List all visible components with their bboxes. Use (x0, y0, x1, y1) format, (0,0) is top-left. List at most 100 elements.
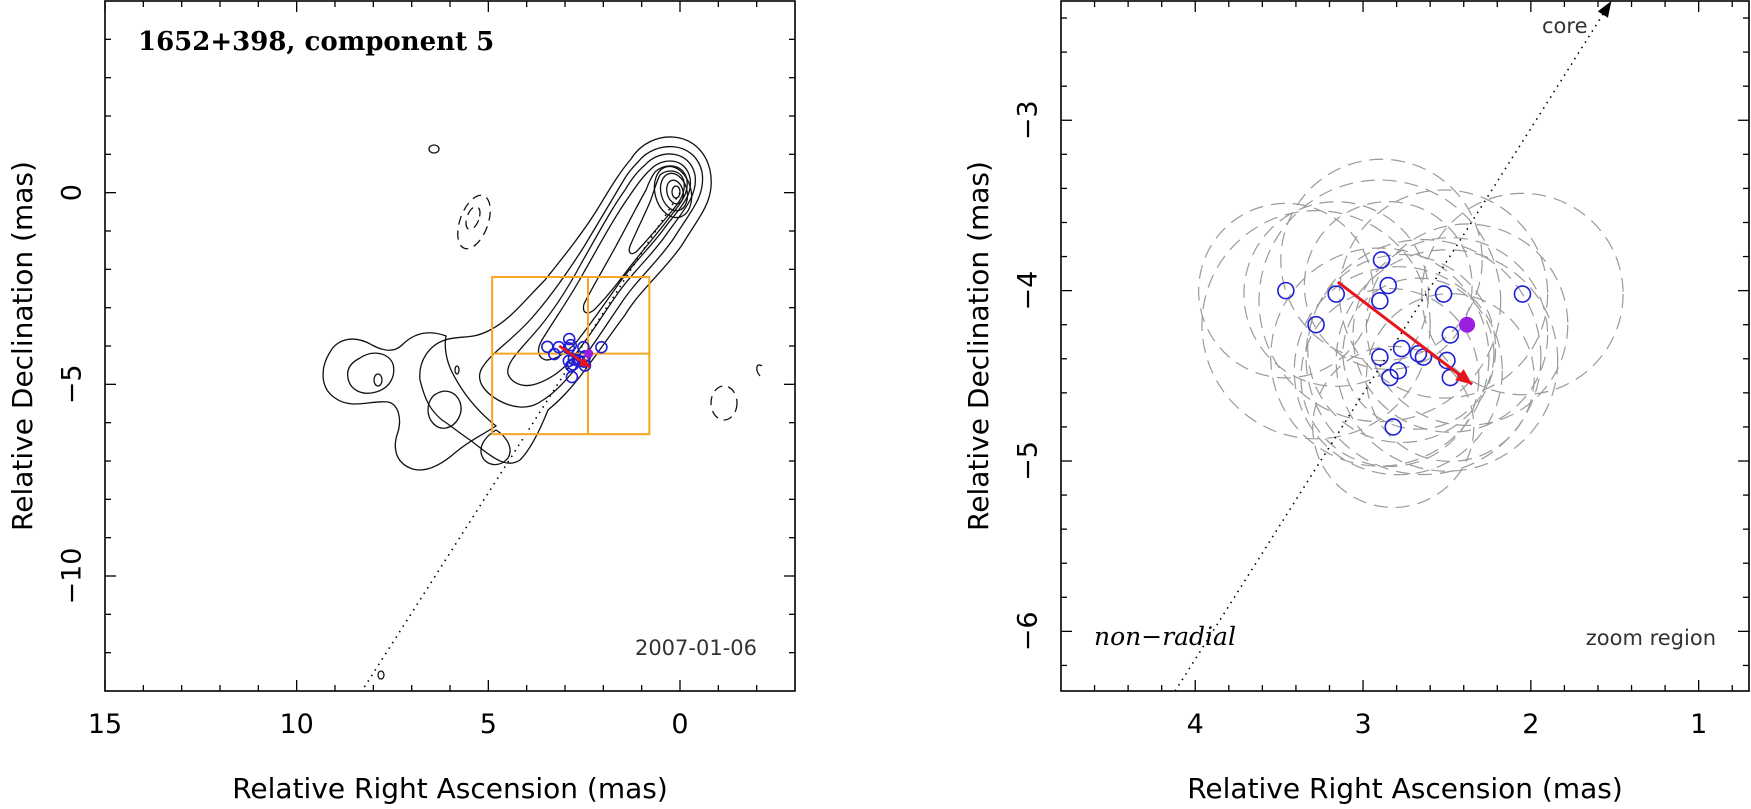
contour-lobe-outer (322, 332, 498, 471)
y-tick-label: −3 (1013, 100, 1044, 140)
left-x-axis-label: Relative Right Ascension (mas) (232, 772, 668, 805)
component-marker (1371, 348, 1389, 366)
uncertainty-circle (1303, 201, 1473, 371)
component-marker (564, 338, 578, 352)
component-marker-filled (584, 349, 594, 359)
uncertainty-circle (1305, 239, 1542, 476)
right-ticks (1061, 1, 1749, 691)
epoch-date-label: 2007-01-06 (635, 636, 757, 660)
contour-level-1 (419, 136, 712, 464)
y-tick-label: −5 (1013, 441, 1044, 481)
component-marker (1327, 285, 1345, 303)
contour-lobe-inner-2 (427, 390, 462, 429)
uncertainty-circle (1335, 249, 1559, 472)
component-marker (552, 340, 566, 354)
y-tick-label: 0 (57, 184, 88, 201)
contour-level-2 (478, 145, 704, 408)
uncertainty-circle (1201, 209, 1431, 440)
uncertainty-circle (1300, 287, 1480, 468)
uncertainty-circle (1307, 253, 1497, 444)
contour-level-9 (666, 179, 684, 205)
x-tick-label: 2 (1522, 709, 1539, 740)
motion-vector-arrow-zoom (1336, 280, 1474, 386)
y-tick-label: −10 (57, 548, 88, 605)
zoom-box-outline (491, 276, 651, 436)
uncertainty-circle (1342, 277, 1495, 430)
component-marker-filled (1459, 316, 1476, 333)
left-plot-frame (104, 0, 796, 692)
contour-level-8 (659, 172, 689, 212)
component-marker (1371, 292, 1389, 310)
uncertainty-circle (1365, 293, 1535, 463)
left-ticks (104, 1, 795, 691)
contour-level-7 (653, 165, 693, 219)
jet-axis-line (361, 192, 681, 692)
component-positions-zoom (1277, 251, 1532, 436)
motion-vector-head (1455, 369, 1473, 385)
right-x-axis-label: Relative Right Ascension (mas) (1187, 772, 1623, 805)
y-tick-label: −4 (1013, 271, 1044, 311)
right-tick-labels: 4 3 2 1 −3 −4 −5 −6 (1013, 100, 1708, 740)
y-tick-label: −5 (57, 364, 88, 404)
x-tick-label: 0 (671, 709, 688, 740)
uncertainty-circle (1365, 223, 1569, 426)
component-marker (1372, 251, 1391, 269)
jet-contour-map (322, 136, 763, 680)
motion-vector-head (578, 357, 590, 368)
uncertainty-circle (1338, 189, 1549, 399)
zoom-region-annotation: zoom region (1586, 626, 1716, 650)
contour-level-5 (582, 165, 688, 314)
contour-isolated-2 (377, 670, 385, 680)
component-marker (1513, 285, 1532, 303)
core-direction-arrowhead (1597, 1, 1612, 18)
contour-isolated-3 (756, 364, 763, 377)
left-y-axis-label: Relative Declination (mas) (6, 161, 39, 531)
contour-lobe-tail (480, 429, 511, 466)
component-marker (1379, 276, 1398, 295)
left-panel: 15 10 5 0 0 −5 −10 (6, 0, 796, 805)
right-plot-frame (1060, 0, 1750, 692)
component-marker (1434, 285, 1453, 303)
uncertainty-circle (1243, 201, 1430, 387)
right-panel: 4 3 2 1 −3 −4 −5 −6 core non−radial zoom region… (962, 0, 1750, 805)
x-tick-label: 5 (480, 709, 497, 740)
core-label: core (1542, 14, 1588, 38)
core-arrowhead (1597, 1, 1612, 18)
motion-vector-arrow (558, 344, 591, 369)
motion-vector-shaft (1336, 280, 1474, 386)
component-marker (1392, 339, 1411, 358)
x-tick-label: 3 (1354, 709, 1371, 740)
component-marker (565, 370, 579, 384)
positional-uncertainty-circles (1197, 158, 1624, 509)
component-marker (541, 340, 554, 354)
non-radial-annotation: non−radial (1094, 622, 1236, 651)
negative-contour-1 (457, 194, 491, 250)
y-tick-label: −6 (1013, 611, 1044, 651)
component-marker (1389, 361, 1408, 380)
uncertainty-circle (1293, 266, 1503, 476)
contour-lobe-inner-3 (373, 373, 383, 387)
uncertainty-circle (1280, 158, 1483, 362)
component-marker (566, 358, 580, 371)
x-tick-label: 4 (1187, 709, 1204, 740)
uncertainty-circle (1352, 236, 1549, 433)
right-y-axis-label: Relative Declination (mas) (962, 161, 995, 531)
contour-lobe-inner-1 (346, 352, 395, 394)
component-marker (562, 332, 576, 346)
left-tick-labels: 15 10 5 0 0 −5 −10 (57, 184, 689, 740)
panel-title: 1652+398, component 5 (138, 27, 494, 57)
contour-isolated-1 (428, 144, 440, 154)
component-marker (1277, 281, 1295, 300)
component-positions (541, 332, 608, 384)
contour-level-3 (507, 153, 697, 387)
component-marker (595, 340, 608, 354)
x-tick-label: 1 (1690, 709, 1707, 740)
negative-contour-3 (710, 385, 738, 421)
x-tick-label: 15 (88, 709, 122, 740)
uncertainty-circle (1258, 179, 1502, 423)
negative-contour-2 (465, 205, 481, 231)
component-marker (577, 340, 590, 354)
component-marker (1441, 326, 1460, 344)
contour-lobe-inner-4 (454, 365, 460, 375)
